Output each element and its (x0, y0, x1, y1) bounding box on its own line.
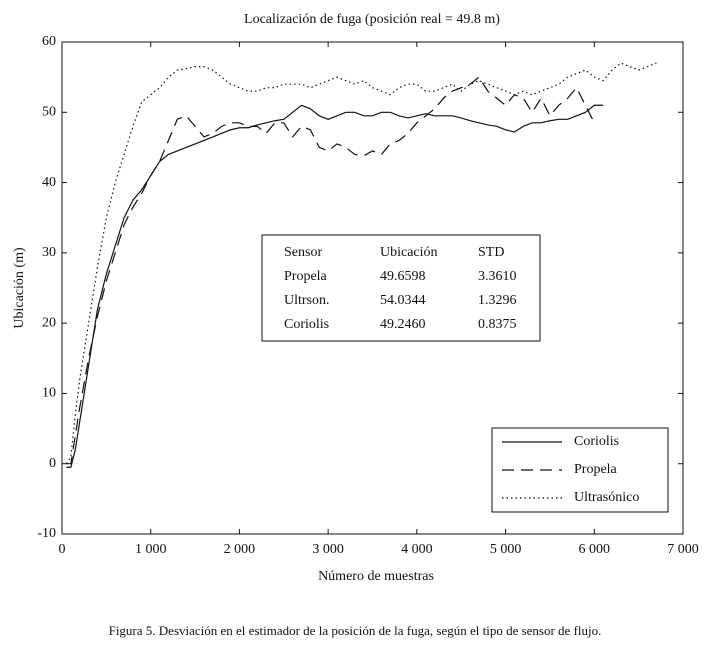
x-tick-label: 5 000 (490, 542, 522, 557)
y-tick-label: 0 (49, 456, 56, 471)
x-tick-label: 7 000 (667, 542, 699, 557)
table-header: Ubicación (380, 245, 438, 260)
series-line (66, 104, 604, 468)
table-header: Sensor (284, 245, 322, 260)
y-tick-label: 20 (42, 315, 56, 330)
table-cell: 49.2460 (380, 317, 426, 332)
table-cell: 3.3610 (478, 269, 517, 284)
legend-label: Propela (574, 462, 618, 477)
legend-label: Coriolis (574, 434, 619, 449)
plot-frame (61, 41, 684, 535)
x-tick-label: 2 000 (224, 542, 256, 557)
x-tick-label: 1 000 (135, 542, 167, 557)
table-cell: 54.0344 (380, 293, 426, 308)
table-cell: 49.6598 (380, 269, 426, 284)
x-tick-label: 6 000 (579, 542, 611, 557)
y-tick-label: 60 (42, 34, 56, 49)
y-tick-label: -10 (37, 526, 56, 541)
x-tick-label: 4 000 (401, 542, 433, 557)
series-line (66, 76, 595, 465)
y-tick-label: 40 (42, 175, 56, 190)
x-axis-label: Número de muestras (318, 569, 434, 584)
chart-title: Localización de fuga (posición real = 49… (244, 12, 500, 27)
table-cell: Coriolis (284, 317, 329, 332)
table-cell: 1.3296 (478, 293, 517, 308)
x-tick-label: 3 000 (312, 542, 344, 557)
table-cell: 0.8375 (478, 317, 517, 332)
y-tick-label: 30 (42, 245, 56, 260)
table-cell: Propela (284, 269, 328, 284)
table-cell: Ultrson. (284, 293, 330, 308)
y-tick-label: 10 (42, 386, 56, 401)
table-box (261, 234, 541, 342)
y-axis-label: Ubicación (m) (12, 247, 27, 329)
y-tick-label: 50 (42, 105, 56, 120)
series-line (65, 62, 657, 465)
x-tick-label: 0 (59, 542, 66, 557)
legend-label: Ultrasónico (574, 490, 639, 505)
caption: Figura 5. Desviación en el estimador de … (109, 623, 602, 638)
table-header: STD (478, 245, 504, 260)
